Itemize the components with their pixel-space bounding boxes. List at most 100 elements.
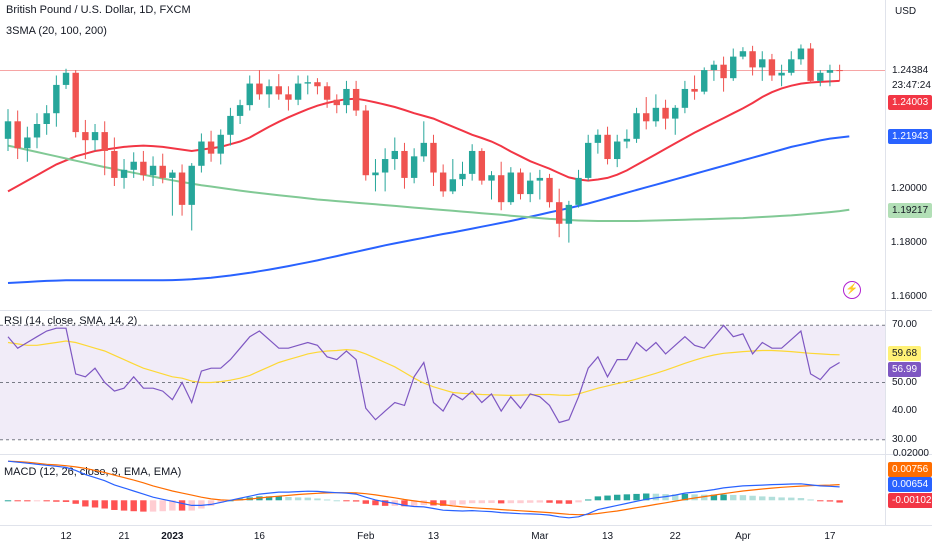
candle-body xyxy=(381,159,389,173)
candle xyxy=(391,137,398,170)
rsi-label[interactable]: RSI (14, close, SMA, 14, 2) xyxy=(4,315,138,327)
candle-body xyxy=(24,137,31,149)
candle xyxy=(362,105,369,181)
candle xyxy=(314,78,321,95)
macd-histogram-bar xyxy=(478,500,486,504)
price-chart[interactable] xyxy=(0,0,885,310)
macd-histogram-bar xyxy=(120,500,128,511)
macd-histogram-bar xyxy=(198,500,205,509)
macd-chart[interactable] xyxy=(0,455,885,525)
candle xyxy=(526,172,534,203)
macd-histogram-bar xyxy=(24,500,31,502)
macd-histogram-bar xyxy=(749,495,756,501)
macd-histogram-bar xyxy=(275,496,282,501)
macd-histogram-bar xyxy=(488,500,495,503)
candle xyxy=(24,126,31,162)
candle-body xyxy=(807,48,814,81)
candle-body xyxy=(672,107,679,119)
candle xyxy=(797,44,805,65)
candle xyxy=(691,75,698,100)
candle xyxy=(343,80,350,114)
candle-body xyxy=(652,107,660,122)
time-tick: 16 xyxy=(253,531,265,542)
candle xyxy=(236,99,244,124)
candle-body xyxy=(72,72,79,133)
candle xyxy=(178,164,186,216)
candle xyxy=(807,43,814,84)
candle-body xyxy=(662,107,669,119)
price-tag: 1.19217 xyxy=(888,202,932,218)
candle xyxy=(439,164,447,197)
candle-body xyxy=(333,99,340,106)
macd-histogram-bar xyxy=(72,500,79,504)
macd-histogram-bar xyxy=(449,500,457,506)
macd-histogram-bar xyxy=(710,494,718,501)
macd-histogram-bar xyxy=(594,496,602,501)
candle-body xyxy=(817,72,824,81)
macd-histogram-bar xyxy=(797,498,805,501)
macd-histogram-bar xyxy=(672,494,679,501)
indicator-label[interactable]: 3SMA (20, 100, 200) xyxy=(6,25,107,37)
candle xyxy=(14,110,21,160)
macd-histogram-bar xyxy=(265,496,273,501)
candle-body xyxy=(275,86,282,95)
candle xyxy=(285,86,292,111)
candle-body xyxy=(497,175,505,203)
candle xyxy=(555,188,563,238)
candle-body xyxy=(430,142,437,173)
candle xyxy=(488,171,495,200)
macd-histogram-bar xyxy=(497,500,505,504)
candle xyxy=(449,159,457,195)
candle xyxy=(739,47,747,60)
candle-body xyxy=(178,172,186,205)
candle-body xyxy=(362,110,369,176)
price-tick: 1.16000 xyxy=(890,290,927,302)
candle xyxy=(517,168,524,200)
candle-body xyxy=(720,64,727,79)
candle-body xyxy=(304,82,311,84)
macd-histogram-bar xyxy=(517,500,524,504)
macd-label[interactable]: MACD (12, 26, close, 9, EMA, EMA) xyxy=(4,466,182,478)
candle xyxy=(546,173,553,208)
macd-histogram-bar xyxy=(53,500,60,502)
candle-body xyxy=(372,172,379,176)
candle-body xyxy=(536,177,544,181)
pane-separator-macd[interactable] xyxy=(0,454,932,455)
candle-body xyxy=(449,179,457,192)
candle-body xyxy=(169,172,176,178)
pane-separator-rsi[interactable] xyxy=(0,310,932,311)
candle xyxy=(323,82,331,108)
candle-body xyxy=(246,83,253,106)
macd-histogram-bar xyxy=(701,494,708,501)
time-tick: 17 xyxy=(824,531,836,542)
flash-icon[interactable]: ⚡ xyxy=(843,281,861,299)
rsi-ma-line xyxy=(7,340,840,397)
candle xyxy=(459,161,466,186)
candle-body xyxy=(4,121,12,139)
candle-body xyxy=(352,88,360,111)
candle xyxy=(826,64,834,87)
candle-body xyxy=(256,83,263,95)
rsi-chart[interactable] xyxy=(0,311,885,454)
macd-histogram-bar xyxy=(33,500,41,502)
candle xyxy=(265,79,273,108)
candle xyxy=(256,70,263,100)
macd-histogram-bar xyxy=(507,500,515,504)
time-tick: 13 xyxy=(427,531,440,542)
candle xyxy=(275,74,282,100)
candle xyxy=(614,134,621,168)
candle-body xyxy=(401,150,408,178)
candle-body xyxy=(730,56,737,79)
candle-body xyxy=(691,88,698,92)
macd-histogram-bar xyxy=(459,500,466,505)
sma200-line xyxy=(7,144,850,222)
candle xyxy=(701,67,708,95)
candle-body xyxy=(826,70,834,73)
candle xyxy=(169,169,176,216)
candle xyxy=(652,94,660,127)
macd-histogram-bar xyxy=(294,497,302,501)
macd-histogram-bar xyxy=(836,500,843,503)
candle xyxy=(188,163,195,231)
candle-body xyxy=(198,141,205,166)
candle xyxy=(43,105,50,135)
